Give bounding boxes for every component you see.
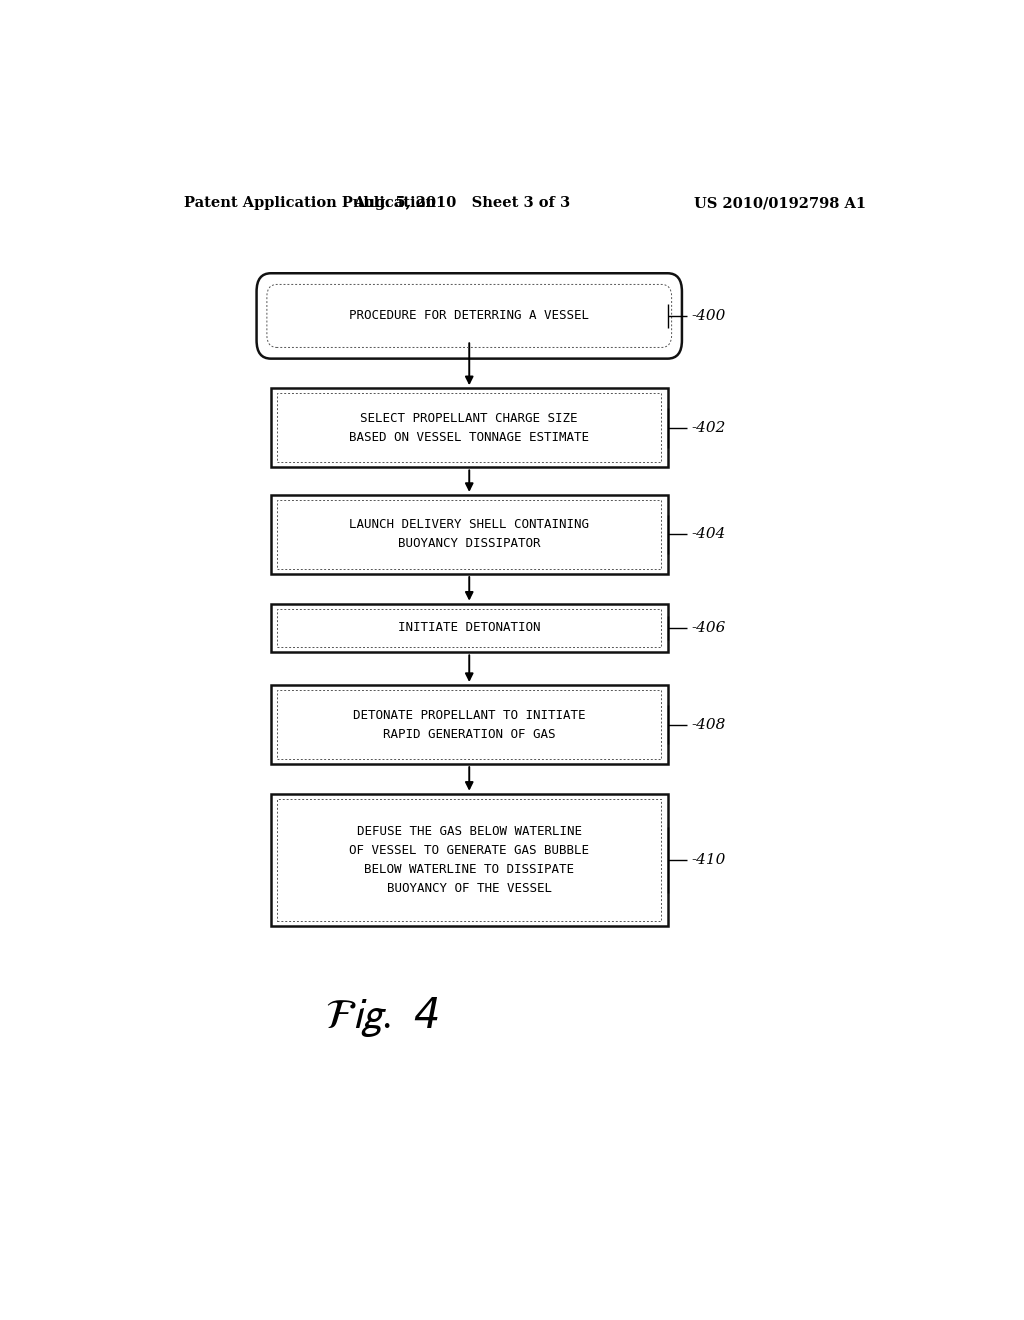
Bar xyxy=(270,685,668,764)
Text: PROCEDURE FOR DETERRING A VESSEL: PROCEDURE FOR DETERRING A VESSEL xyxy=(349,309,589,322)
Bar xyxy=(278,609,662,647)
Bar xyxy=(270,793,668,925)
Text: Patent Application Publication: Patent Application Publication xyxy=(183,197,435,210)
Bar xyxy=(278,690,662,759)
Bar xyxy=(278,500,662,569)
Text: US 2010/0192798 A1: US 2010/0192798 A1 xyxy=(694,197,866,210)
Text: -406: -406 xyxy=(691,620,726,635)
Text: INITIATE DETONATION: INITIATE DETONATION xyxy=(398,622,541,635)
Bar xyxy=(270,495,668,574)
Bar xyxy=(270,388,668,467)
Text: DETONATE PROPELLANT TO INITIATE
RAPID GENERATION OF GAS: DETONATE PROPELLANT TO INITIATE RAPID GE… xyxy=(353,709,586,741)
Text: LAUNCH DELIVERY SHELL CONTAINING
BUOYANCY DISSIPATOR: LAUNCH DELIVERY SHELL CONTAINING BUOYANC… xyxy=(349,519,589,550)
Text: -408: -408 xyxy=(691,718,726,731)
Bar xyxy=(278,799,662,921)
Text: -404: -404 xyxy=(691,528,726,541)
Text: $\mathcal{Fig.}$ 4: $\mathcal{Fig.}$ 4 xyxy=(325,995,439,1039)
Text: SELECT PROPELLANT CHARGE SIZE
BASED ON VESSEL TONNAGE ESTIMATE: SELECT PROPELLANT CHARGE SIZE BASED ON V… xyxy=(349,412,589,444)
Bar xyxy=(278,393,662,462)
Text: Aug. 5, 2010   Sheet 3 of 3: Aug. 5, 2010 Sheet 3 of 3 xyxy=(352,197,570,210)
Bar xyxy=(270,603,668,652)
Text: -410: -410 xyxy=(691,853,726,867)
Text: DEFUSE THE GAS BELOW WATERLINE
OF VESSEL TO GENERATE GAS BUBBLE
BELOW WATERLINE : DEFUSE THE GAS BELOW WATERLINE OF VESSEL… xyxy=(349,825,589,895)
Text: -400: -400 xyxy=(691,309,726,323)
FancyBboxPatch shape xyxy=(257,273,682,359)
Text: -402: -402 xyxy=(691,421,726,434)
